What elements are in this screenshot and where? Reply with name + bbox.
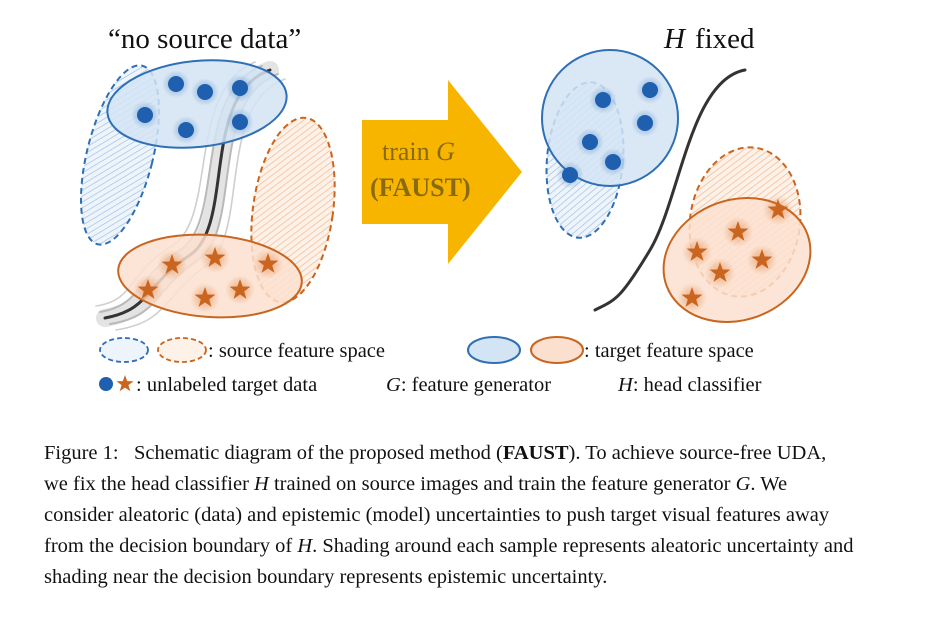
legend-unlabeled-label: : unlabeled target data [136,374,317,396]
legend-target-blue-swatch [467,336,521,364]
caption-label: Figure 1: [44,442,119,464]
legend-dot-icon [99,377,113,391]
legend-head-label: H: head classifier [617,374,762,396]
left-panel-title: “no source data” [108,23,301,55]
caption-var-h2: H [297,535,313,557]
legend-source-label: : source feature space [208,340,385,362]
caption-text-1: Schematic diagram of the proposed method… [133,442,503,464]
legend-source-blue-swatch [99,337,149,363]
legend-source-orange-swatch [157,337,207,363]
left-target-dots [131,70,254,144]
arrow-label-faust: (FAUST) [370,173,471,202]
train-arrow: train G (FAUST) [362,80,522,264]
right-target-stars [677,195,793,313]
legend-generator-label: G: feature generator [386,374,551,396]
right-decision-boundary [593,68,747,312]
arrow-label-train: train G [382,137,455,166]
figure-caption: Figure 1: Schematic diagram of the propo… [44,438,854,593]
legend-target-label: : target feature space [584,340,754,362]
caption-method-name: FAUST [502,442,569,464]
left-target-stars [133,243,283,313]
faust-schematic-diagram: “no source data” train G (FAUST) [80,23,812,396]
caption-text-4: . We consider aleatoric (data) and epist… [44,473,830,557]
caption-text-2: ). To achieve source-free UDA, we fix th… [44,442,827,495]
legend-target-orange-swatch [530,336,584,364]
legend: : source feature space : target feature … [99,336,762,396]
caption-var-g1: G [735,473,751,495]
caption-text-5: . Shading around each sample represents … [44,535,854,588]
legend-star-icon [116,375,134,392]
caption-text-3: trained on source images and train the f… [268,473,736,495]
right-target-dots [556,76,664,189]
right-target-orange-ellipse [662,197,812,323]
caption-var-h1: H [254,473,269,495]
